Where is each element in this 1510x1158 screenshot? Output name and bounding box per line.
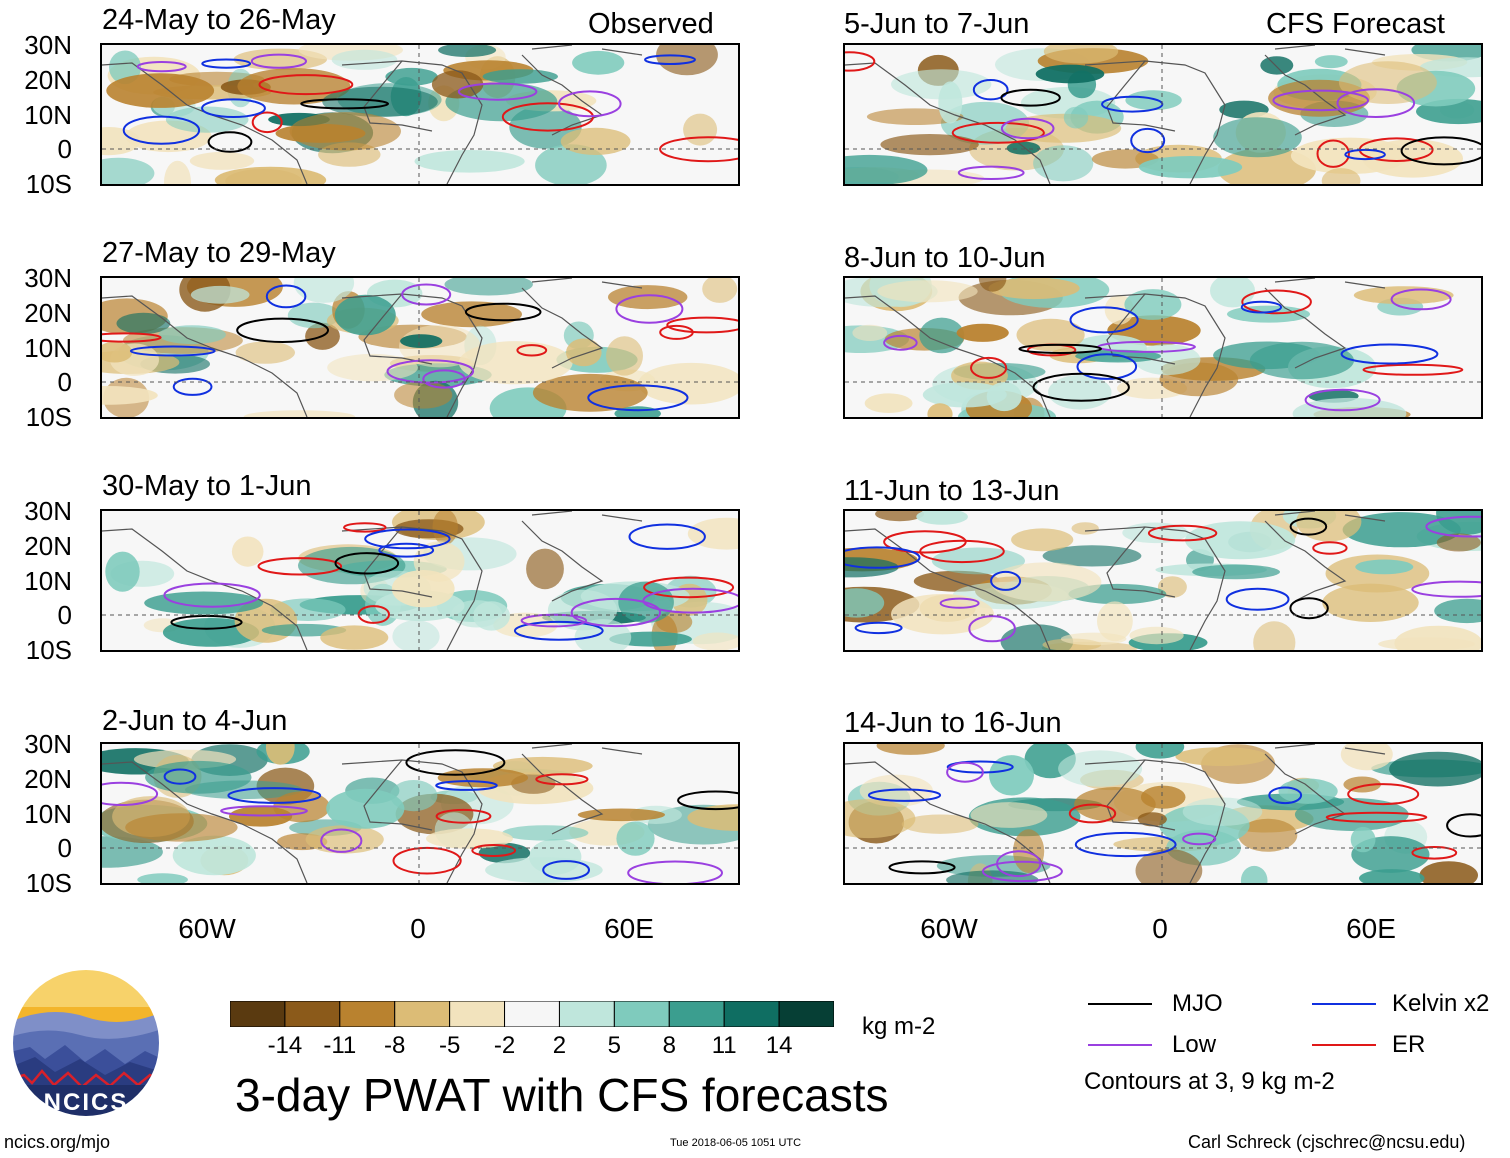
colorbar-unit: kg m-2 bbox=[862, 1013, 936, 1040]
map-panel-right-3 bbox=[843, 509, 1483, 652]
colorbar-tick-label: 2 bbox=[552, 1032, 567, 1059]
legend-label-mjo: MJO bbox=[1172, 990, 1223, 1017]
colorbar-swatches bbox=[229, 1000, 835, 1028]
lat-label: 10N bbox=[24, 332, 72, 363]
lat-label: 20N bbox=[24, 530, 72, 561]
footer-timestamp: Tue 2018-06-05 1051 UTC bbox=[670, 1137, 802, 1149]
colorbar-swatch bbox=[504, 1000, 560, 1028]
lat-label: 10N bbox=[24, 798, 72, 829]
cfs-forecast-label: CFS Forecast bbox=[1266, 8, 1445, 40]
lon-label-right-0: 0 bbox=[1152, 913, 1168, 944]
colorbar-swatch bbox=[339, 1000, 396, 1028]
lat-label: 20N bbox=[24, 64, 72, 95]
lon-label-left-0: 0 bbox=[410, 913, 426, 944]
colorbar-tick-label: 8 bbox=[662, 1032, 676, 1059]
figure-title: 3-day PWAT with CFS forecasts bbox=[235, 1069, 889, 1121]
map-field bbox=[102, 278, 738, 417]
legend-line-er bbox=[1312, 1044, 1376, 1046]
map-field bbox=[845, 278, 1481, 417]
legend-line-mjo bbox=[1088, 1003, 1152, 1005]
panel-title-left-3: 30-May to 1-Jun bbox=[102, 470, 312, 502]
colorbar-swatch bbox=[449, 1000, 506, 1028]
panel-title-right-1: 5-Jun to 7-Jun bbox=[844, 8, 1030, 40]
legend-note: Contours at 3, 9 kg m-2 bbox=[1084, 1068, 1335, 1095]
map-field bbox=[845, 45, 1481, 184]
lon-label-left-60w: 60W bbox=[178, 913, 236, 944]
colorbar-swatch bbox=[668, 1000, 725, 1028]
lat-label: 10N bbox=[24, 565, 72, 596]
lat-label: 30N bbox=[24, 30, 72, 60]
lat-label: 10S bbox=[25, 868, 72, 898]
lat-label: 30N bbox=[24, 263, 72, 293]
map-panel-right-1 bbox=[843, 43, 1483, 186]
panel-title-right-3: 11-Jun to 13-Jun bbox=[844, 475, 1060, 507]
ncics-logo: NCICS bbox=[10, 967, 162, 1119]
lat-label: 20N bbox=[24, 763, 72, 794]
map-panel-right-2 bbox=[843, 276, 1483, 419]
colorbar-swatch bbox=[723, 1000, 780, 1028]
lat-label: 30N bbox=[24, 496, 72, 526]
colorbar-swatch bbox=[284, 1000, 341, 1028]
lat-label: 10S bbox=[25, 169, 72, 199]
footer-credit: Carl Schreck (cjschrec@ncsu.edu) bbox=[1188, 1132, 1466, 1152]
panel-title-left-1: 24-May to 26-May bbox=[102, 4, 336, 36]
lat-label: 10N bbox=[24, 99, 72, 130]
colorbar-swatch bbox=[778, 1000, 835, 1028]
map-field bbox=[845, 511, 1481, 650]
colorbar-tick-label: -14 bbox=[267, 1032, 303, 1059]
colorbar-tick-label: -5 bbox=[438, 1032, 461, 1059]
legend-line-low bbox=[1088, 1044, 1152, 1046]
legend-line-kelvin bbox=[1312, 1003, 1376, 1005]
colorbar-tick-label: 5 bbox=[607, 1032, 622, 1059]
lat-label: 30N bbox=[24, 729, 72, 759]
map-field bbox=[102, 45, 738, 184]
map-field bbox=[102, 511, 738, 650]
map-field bbox=[102, 744, 738, 883]
lon-label-right-60e: 60E bbox=[1346, 913, 1396, 944]
map-panel-left-2 bbox=[100, 276, 740, 419]
map-field bbox=[845, 744, 1481, 883]
lon-label-left-60e: 60E bbox=[604, 913, 654, 944]
lat-label: 20N bbox=[24, 297, 72, 328]
map-panel-right-4 bbox=[843, 742, 1483, 885]
colorbar-tick-label: -11 bbox=[323, 1032, 357, 1059]
colorbar-swatch bbox=[394, 1000, 451, 1028]
lon-label-right-60w: 60W bbox=[920, 913, 978, 944]
panel-title-left-4: 2-Jun to 4-Jun bbox=[102, 705, 288, 737]
colorbar-swatch bbox=[558, 1000, 615, 1028]
lat-label: 0 bbox=[57, 600, 72, 631]
colorbar-tick-label: -8 bbox=[384, 1032, 406, 1059]
observed-label: Observed bbox=[588, 8, 714, 40]
colorbar-tick-label: 14 bbox=[765, 1032, 793, 1059]
lat-label: 0 bbox=[57, 833, 72, 864]
footer-url: ncics.org/mjo bbox=[4, 1132, 111, 1152]
colorbar-swatch bbox=[229, 1000, 286, 1028]
panel-title-right-2: 8-Jun to 10-Jun bbox=[844, 242, 1046, 274]
legend-label-low: Low bbox=[1172, 1031, 1217, 1058]
colorbar-tick-label: -2 bbox=[493, 1032, 516, 1059]
map-panel-left-3 bbox=[100, 509, 740, 652]
colorbar bbox=[229, 1000, 835, 1028]
lat-label: 0 bbox=[57, 134, 72, 165]
panel-title-right-4: 14-Jun to 16-Jun bbox=[844, 707, 1062, 739]
lat-label: 10S bbox=[25, 635, 72, 665]
map-panel-left-4 bbox=[100, 742, 740, 885]
lat-label: 10S bbox=[25, 402, 72, 432]
panel-title-left-2: 27-May to 29-May bbox=[102, 237, 336, 269]
map-panel-left-1 bbox=[100, 43, 740, 186]
lat-label: 0 bbox=[57, 367, 72, 398]
ncics-logo-text: NCICS bbox=[44, 1089, 129, 1116]
colorbar-tick-label: 11 bbox=[711, 1032, 737, 1059]
legend-label-er: ER bbox=[1392, 1031, 1426, 1058]
legend-label-kelvin: Kelvin x2 bbox=[1392, 990, 1490, 1017]
colorbar-swatch bbox=[613, 1000, 670, 1028]
